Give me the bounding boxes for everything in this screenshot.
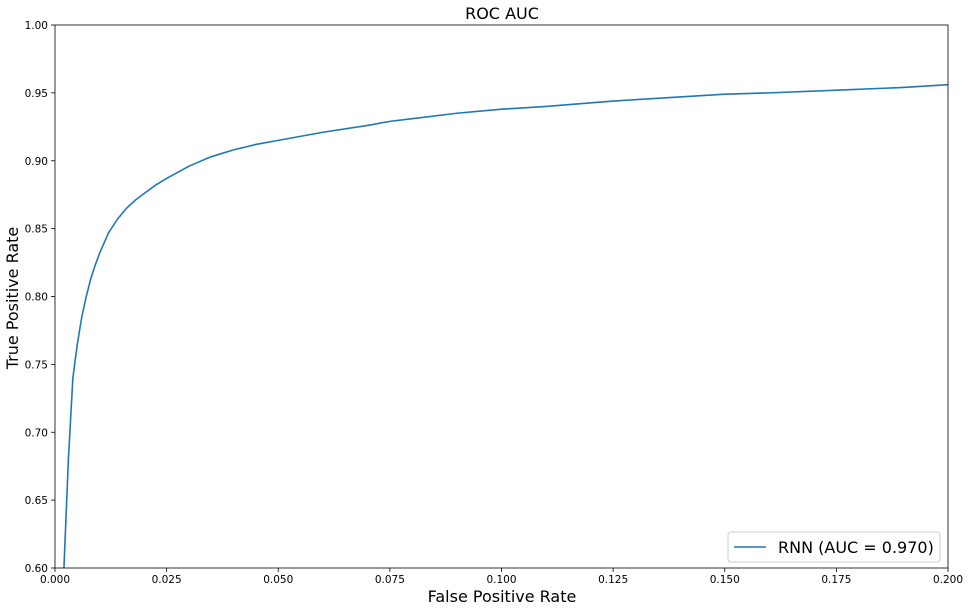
x-axis-label: False Positive Rate (428, 587, 577, 606)
x-tick-label: 0.075 (375, 574, 405, 586)
y-tick-label: 0.80 (25, 292, 48, 304)
legend-label-rnn: RNN (AUC = 0.970) (778, 538, 934, 557)
x-tick-label: 0.125 (598, 574, 628, 586)
x-tick-label: 0.000 (40, 574, 70, 586)
chart-title: ROC AUC (465, 4, 539, 23)
y-tick-label: 0.85 (25, 224, 48, 236)
x-tick-label: 0.200 (933, 574, 963, 586)
y-axis-label: True Positive Rate (3, 227, 22, 371)
y-tick-label: 0.70 (25, 427, 48, 439)
x-tick-label: 0.050 (263, 574, 293, 586)
x-tick-label: 0.150 (710, 574, 740, 586)
y-tick-label: 1.00 (25, 20, 48, 32)
y-tick-label: 0.95 (25, 88, 48, 100)
y-axis-ticks: 0.60 0.65 0.70 0.75 0.80 0.85 0.90 0.95 1.00 (25, 20, 55, 575)
legend: RNN (AUC = 0.970) (727, 531, 941, 563)
x-axis-ticks: 0.000 0.025 0.050 0.075 0.100 0.125 0.150 0.175… (40, 568, 963, 586)
y-tick-label: 0.90 (25, 156, 48, 168)
series-line-0 (63, 83, 948, 568)
plot-area (54, 24, 949, 569)
axes-frame (54, 24, 949, 569)
y-tick-label: 0.65 (25, 495, 48, 507)
x-tick-label: 0.100 (486, 574, 516, 586)
x-tick-label: 0.175 (821, 574, 851, 586)
y-tick-label: 0.75 (25, 359, 48, 371)
x-tick-label: 0.025 (152, 574, 182, 586)
y-tick-label: 0.60 (25, 563, 48, 575)
legend-box (727, 531, 941, 563)
